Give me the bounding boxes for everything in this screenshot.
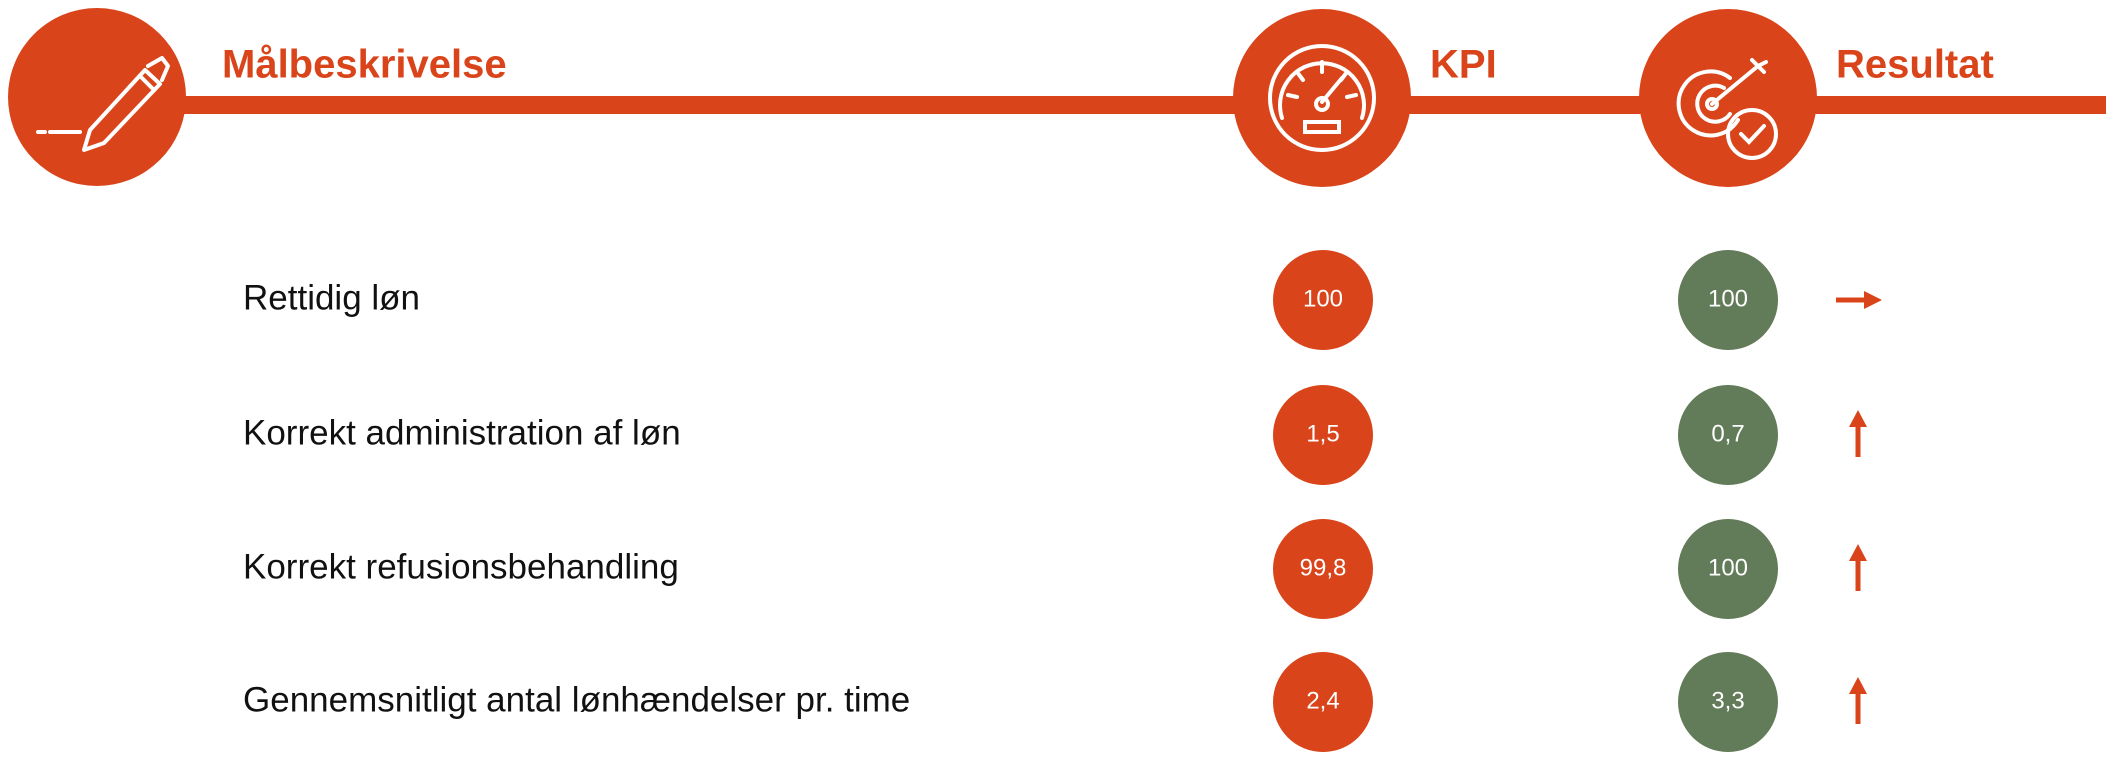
kpi-value: 1,5 [1306, 420, 1339, 447]
kpi-value: 2,4 [1306, 687, 1339, 714]
trend-arrow-head [1849, 410, 1867, 427]
result-value: 100 [1708, 285, 1748, 312]
kpi-badge [1273, 385, 1373, 485]
header-bar [90, 96, 2106, 114]
kpi-value: 100 [1303, 285, 1343, 312]
goal-description: Korrekt refusionsbehandling [243, 547, 679, 586]
kpi-badge [1273, 519, 1373, 619]
kpi-badge [1273, 250, 1373, 350]
trend-arrow-head [1849, 677, 1867, 694]
goal-icon [8, 8, 186, 186]
result-value: 0,7 [1711, 420, 1744, 447]
goal-description: Rettidig løn [243, 278, 420, 317]
result-badge [1678, 652, 1778, 752]
result-heading: Resultat [1836, 43, 1994, 87]
trend-arrow-head [1849, 544, 1867, 561]
goal-description: Gennemsnitligt antal lønhændelser pr. ti… [243, 680, 910, 719]
result-badge [1678, 385, 1778, 485]
kpi-badge [1273, 652, 1373, 752]
kpi-heading: KPI [1430, 43, 1497, 87]
result-value: 3,3 [1711, 687, 1744, 714]
kpi-value: 99,8 [1300, 554, 1347, 581]
result-badge [1678, 519, 1778, 619]
trend-arrow-head [1864, 291, 1882, 309]
result-value: 100 [1708, 554, 1748, 581]
kpi-icon [1233, 9, 1411, 187]
goal-description: Korrekt administration af løn [243, 413, 681, 452]
goal-heading: Målbeskrivelse [222, 43, 507, 87]
result-icon [1639, 9, 1817, 187]
result-badge [1678, 250, 1778, 350]
